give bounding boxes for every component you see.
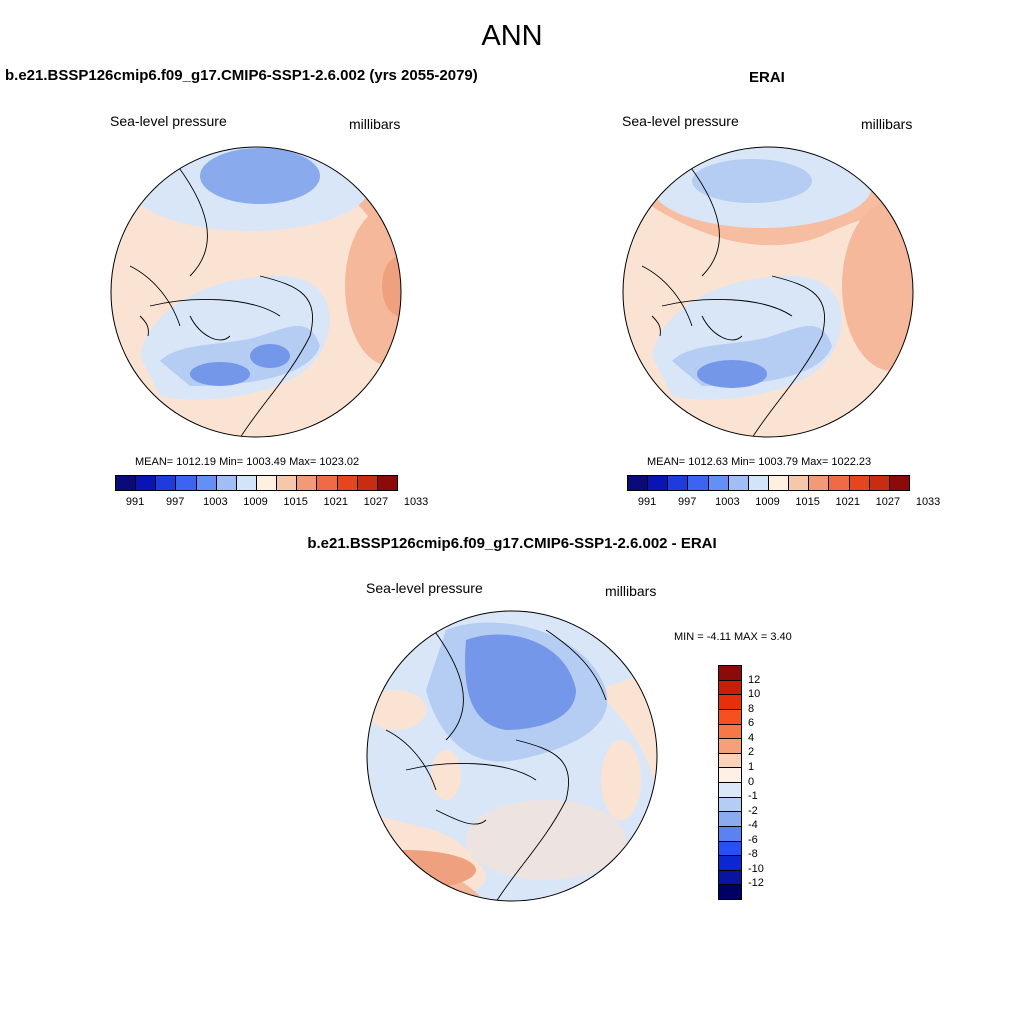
diff-colorbar-tick-label: -1: [748, 790, 758, 803]
colorbar-swatch: [648, 476, 669, 490]
panel-1-colorbar-ticks: 991 997 1003 1009 1015 1021 1027 1033: [115, 496, 428, 510]
diff-colorbar-ticks: 12 10 8 6 4 2 1 0 -1 -2 -4 -6 -8 -10 -12: [748, 665, 788, 898]
colorbar-swatch: [236, 476, 257, 490]
colorbar-tick-label: 1027: [363, 496, 389, 508]
colorbar-swatch: [889, 476, 909, 490]
colorbar-swatch: [277, 476, 298, 490]
colorbar-swatch: [317, 476, 338, 490]
colorbar-tick-label: 1027: [875, 496, 901, 508]
colorbar-swatch: [337, 476, 358, 490]
panel-2-colorbar: [627, 475, 910, 491]
diff-panel-title: b.e21.BSSP126cmip6.f09_g17.CMIP6-SSP1-2.…: [307, 535, 717, 552]
colorbar-swatch: [628, 476, 649, 490]
panel-1-units-label: millibars: [349, 116, 401, 132]
colorbar-tick-label: 1009: [755, 496, 780, 508]
colorbar-swatch: [829, 476, 850, 490]
colorbar-swatch: [708, 476, 729, 490]
diff-colorbar-swatch: [719, 680, 741, 696]
panel-2-units-label: millibars: [861, 116, 913, 132]
diff-colorbar-tick-label: 12: [748, 673, 761, 686]
diff-colorbar-swatch: [719, 812, 741, 827]
colorbar-tick-label: 1015: [283, 496, 308, 508]
colorbar-tick-label: 1003: [715, 496, 740, 508]
panel-2-stats: MEAN= 1012.63 Min= 1003.79 Max= 1022.23: [647, 456, 872, 468]
colorbar-tick-label: 991: [637, 496, 657, 508]
colorbar-swatch: [768, 476, 790, 490]
diff-colorbar-tick-label: 8: [748, 702, 755, 715]
diff-colorbar-swatch: [719, 783, 741, 798]
diff-colorbar-swatch: [719, 768, 741, 783]
colorbar-swatch: [176, 476, 197, 490]
diff-colorbar-swatch: [719, 753, 741, 769]
panel-2-variable-label: Sea-level pressure: [622, 113, 739, 129]
colorbar-swatch: [668, 476, 689, 490]
colorbar-tick-label: 1033: [403, 496, 429, 508]
colorbar-swatch: [136, 476, 157, 490]
diff-colorbar-tick-label: 10: [748, 688, 761, 701]
diff-colorbar-tick-label: -4: [748, 819, 758, 832]
colorbar-swatch: [849, 476, 870, 490]
colorbar-swatch: [748, 476, 769, 490]
diff-colorbar-swatch: [719, 885, 741, 899]
colorbar-swatch: [216, 476, 237, 490]
diff-colorbar-tick-label: -12: [748, 877, 764, 890]
diff-colorbar-tick-label: -2: [748, 804, 758, 817]
colorbar-swatch: [297, 476, 318, 490]
diff-colorbar-swatch: [719, 870, 741, 886]
colorbar-tick-label: 1021: [323, 496, 349, 508]
panel-2-colorbar-ticks: 991 997 1003 1009 1015 1021 1027 1033: [627, 496, 940, 510]
colorbar-swatch: [196, 476, 217, 490]
colorbar-tick-label: 1021: [835, 496, 861, 508]
colorbar-tick-label: 997: [166, 496, 185, 508]
diff-colorbar-swatch: [719, 841, 741, 857]
diff-colorbar-tick-label: 1: [748, 760, 755, 773]
diff-panel-polar-map: [366, 610, 658, 902]
diff-colorbar-swatch: [719, 856, 741, 871]
panel-1-stats: MEAN= 1012.19 Min= 1003.49 Max= 1023.02: [135, 456, 360, 468]
panel-2-polar-map: [622, 146, 914, 438]
colorbar-swatch: [357, 476, 378, 490]
colorbar-swatch: [728, 476, 749, 490]
colorbar-swatch: [256, 476, 278, 490]
panel-1-polar-map: [110, 146, 402, 438]
diff-panel-units-label: millibars: [605, 583, 657, 599]
panel-1-colorbar: [115, 475, 398, 491]
diff-panel-stats: MIN = -4.11 MAX = 3.40: [674, 631, 792, 643]
diff-colorbar-swatch: [719, 695, 741, 710]
diff-colorbar-tick-label: -10: [748, 862, 764, 875]
colorbar-swatch: [156, 476, 177, 490]
diff-colorbar: [718, 665, 742, 900]
colorbar-tick-label: 997: [678, 496, 697, 508]
colorbar-tick-label: 1033: [915, 496, 941, 508]
diff-colorbar-tick-label: -8: [748, 848, 758, 861]
diff-colorbar-swatch: [719, 666, 741, 681]
diff-colorbar-tick-label: -6: [748, 833, 758, 846]
diff-colorbar-tick-label: 0: [748, 775, 755, 788]
diff-panel-variable-label: Sea-level pressure: [366, 580, 483, 596]
colorbar-swatch: [809, 476, 830, 490]
colorbar-tick-label: 1009: [243, 496, 268, 508]
diff-colorbar-swatch: [719, 739, 741, 754]
panel-2-title: ERAI: [749, 69, 785, 86]
diff-colorbar-swatch: [719, 797, 741, 813]
colorbar-swatch: [116, 476, 137, 490]
panel-1-title: b.e21.BSSP126cmip6.f09_g17.CMIP6-SSP1-2.…: [5, 67, 478, 84]
colorbar-swatch: [688, 476, 709, 490]
colorbar-tick-label: 991: [125, 496, 145, 508]
colorbar-swatch: [789, 476, 810, 490]
colorbar-tick-label: 1015: [795, 496, 820, 508]
diff-colorbar-tick-label: 2: [748, 746, 755, 759]
diff-colorbar-swatch: [719, 724, 741, 740]
figure-title: ANN: [481, 20, 543, 52]
diff-colorbar-tick-label: 4: [748, 731, 755, 744]
diff-colorbar-swatch: [719, 709, 741, 725]
panel-1-variable-label: Sea-level pressure: [110, 113, 227, 129]
diff-colorbar-swatch: [719, 826, 741, 842]
colorbar-swatch: [869, 476, 890, 490]
colorbar-tick-label: 1003: [203, 496, 228, 508]
colorbar-swatch: [377, 476, 397, 490]
diff-colorbar-tick-label: 6: [748, 717, 755, 730]
